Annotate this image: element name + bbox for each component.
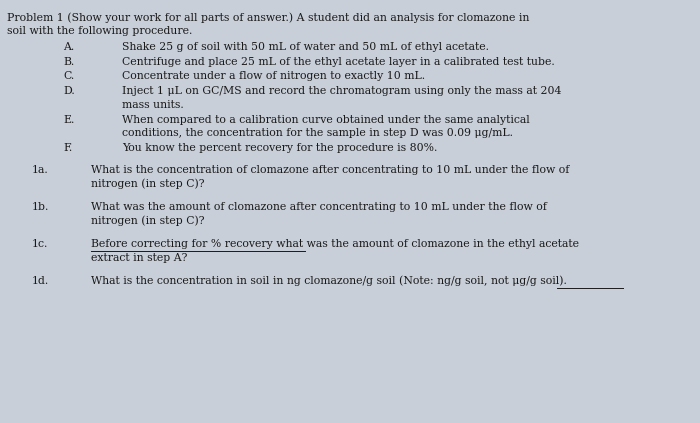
Text: A.: A. [63, 42, 74, 52]
Text: soil with the following procedure.: soil with the following procedure. [7, 26, 192, 36]
Text: D.: D. [63, 86, 75, 96]
Text: 1b.: 1b. [32, 202, 49, 212]
Text: What is the concentration of clomazone after concentrating to 10 mL under the fl: What is the concentration of clomazone a… [91, 165, 569, 176]
Text: What is the concentration in soil in ng clomazone/g soil (Note: ng/g soil, not μ: What is the concentration in soil in ng … [91, 276, 567, 286]
Text: extract in step A?: extract in step A? [91, 253, 188, 263]
Text: Shake 25 g of soil with 50 mL of water and 50 mL of ethyl acetate.: Shake 25 g of soil with 50 mL of water a… [122, 42, 489, 52]
Text: nitrogen (in step C)?: nitrogen (in step C)? [91, 216, 204, 226]
Text: C.: C. [63, 71, 74, 82]
Text: 1c.: 1c. [32, 239, 48, 249]
Text: conditions, the concentration for the sample in step D was 0.09 μg/mL.: conditions, the concentration for the sa… [122, 128, 514, 138]
Text: F.: F. [63, 143, 72, 153]
Text: What was the amount of clomazone after concentrating to 10 mL under the flow of: What was the amount of clomazone after c… [91, 202, 547, 212]
Text: mass units.: mass units. [122, 100, 184, 110]
Text: B.: B. [63, 57, 74, 67]
Text: Before correcting for % recovery what was the amount of clomazone in the ethyl a: Before correcting for % recovery what wa… [91, 239, 579, 249]
Text: When compared to a calibration curve obtained under the same analytical: When compared to a calibration curve obt… [122, 115, 531, 125]
Text: Problem 1 (Show your work for all parts of answer.) A student did an analysis fo: Problem 1 (Show your work for all parts … [7, 13, 529, 23]
Text: E.: E. [63, 115, 74, 125]
Text: Inject 1 μL on GC/MS and record the chromatogram using only the mass at 204: Inject 1 μL on GC/MS and record the chro… [122, 86, 562, 96]
Text: nitrogen (in step C)?: nitrogen (in step C)? [91, 179, 204, 190]
Text: 1d.: 1d. [32, 276, 49, 286]
Text: 1a.: 1a. [32, 165, 48, 176]
Text: Concentrate under a flow of nitrogen to exactly 10 mL.: Concentrate under a flow of nitrogen to … [122, 71, 426, 82]
Text: You know the percent recovery for the procedure is 80%.: You know the percent recovery for the pr… [122, 143, 438, 153]
Text: Centrifuge and place 25 mL of the ethyl acetate layer in a calibrated test tube.: Centrifuge and place 25 mL of the ethyl … [122, 57, 555, 67]
